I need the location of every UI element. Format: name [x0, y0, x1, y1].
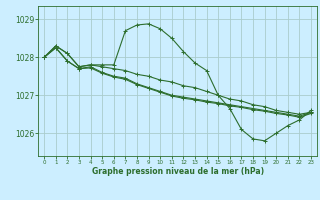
X-axis label: Graphe pression niveau de la mer (hPa): Graphe pression niveau de la mer (hPa) [92, 167, 264, 176]
